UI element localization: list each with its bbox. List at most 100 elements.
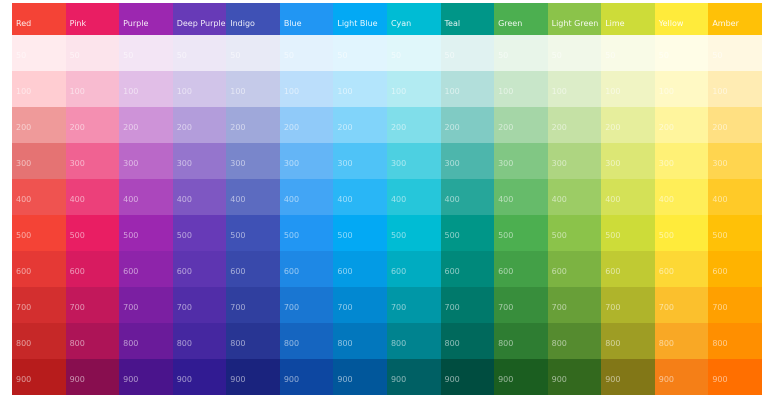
color-swatch-lime-700[interactable]: 700 — [601, 287, 655, 323]
color-swatch-red-50[interactable]: 50 — [12, 35, 66, 71]
color-swatch-cyan-600[interactable]: 600 — [386, 251, 441, 287]
color-swatch-light-blue-600[interactable]: 600 — [333, 251, 387, 287]
color-swatch-lime-900[interactable]: 900 — [601, 359, 655, 395]
color-swatch-deep-purple-300[interactable]: 300 — [172, 143, 227, 179]
palette-header-deep-purple[interactable]: Deep Purple — [172, 3, 227, 35]
color-swatch-cyan-900[interactable]: 900 — [386, 359, 441, 395]
color-swatch-lime-500[interactable]: 500 — [601, 215, 655, 251]
color-swatch-amber-900[interactable]: 900 — [708, 359, 762, 395]
color-swatch-pink-900[interactable]: 900 — [65, 359, 120, 395]
color-swatch-red-300[interactable]: 300 — [12, 143, 66, 179]
color-swatch-indigo-300[interactable]: 300 — [226, 143, 280, 179]
color-swatch-yellow-400[interactable]: 400 — [654, 179, 709, 215]
palette-header-lime[interactable]: Lime — [601, 3, 655, 35]
color-swatch-pink-400[interactable]: 400 — [65, 179, 120, 215]
color-swatch-lime-300[interactable]: 300 — [601, 143, 655, 179]
color-swatch-indigo-600[interactable]: 600 — [226, 251, 280, 287]
color-swatch-teal-400[interactable]: 400 — [440, 179, 495, 215]
color-swatch-yellow-300[interactable]: 300 — [654, 143, 709, 179]
color-swatch-cyan-50[interactable]: 50 — [386, 35, 441, 71]
color-swatch-yellow-700[interactable]: 700 — [654, 287, 709, 323]
color-swatch-light-blue-500[interactable]: 500 — [333, 215, 387, 251]
color-swatch-purple-700[interactable]: 700 — [119, 287, 173, 323]
color-swatch-red-600[interactable]: 600 — [12, 251, 66, 287]
color-swatch-amber-600[interactable]: 600 — [708, 251, 762, 287]
color-swatch-cyan-400[interactable]: 400 — [386, 179, 441, 215]
color-swatch-light-green-300[interactable]: 300 — [547, 143, 602, 179]
color-swatch-red-500[interactable]: 500 — [12, 215, 66, 251]
color-swatch-teal-500[interactable]: 500 — [440, 215, 495, 251]
color-swatch-lime-600[interactable]: 600 — [601, 251, 655, 287]
color-swatch-blue-500[interactable]: 500 — [279, 215, 334, 251]
color-swatch-green-600[interactable]: 600 — [494, 251, 548, 287]
color-swatch-lime-400[interactable]: 400 — [601, 179, 655, 215]
color-swatch-teal-800[interactable]: 800 — [440, 323, 495, 359]
color-swatch-lime-50[interactable]: 50 — [601, 35, 655, 71]
color-swatch-cyan-300[interactable]: 300 — [386, 143, 441, 179]
color-swatch-lime-100[interactable]: 100 — [601, 71, 655, 107]
palette-header-blue[interactable]: Blue — [279, 3, 334, 35]
color-swatch-blue-600[interactable]: 600 — [279, 251, 334, 287]
color-swatch-light-green-600[interactable]: 600 — [547, 251, 602, 287]
color-swatch-indigo-900[interactable]: 900 — [226, 359, 280, 395]
color-swatch-red-900[interactable]: 900 — [12, 359, 66, 395]
color-swatch-red-400[interactable]: 400 — [12, 179, 66, 215]
palette-header-cyan[interactable]: Cyan — [386, 3, 441, 35]
color-swatch-light-blue-900[interactable]: 900 — [333, 359, 387, 395]
color-swatch-yellow-600[interactable]: 600 — [654, 251, 709, 287]
color-swatch-deep-purple-600[interactable]: 600 — [172, 251, 227, 287]
color-swatch-green-400[interactable]: 400 — [494, 179, 548, 215]
color-swatch-green-700[interactable]: 700 — [494, 287, 548, 323]
color-swatch-teal-50[interactable]: 50 — [440, 35, 495, 71]
color-swatch-green-50[interactable]: 50 — [494, 35, 548, 71]
color-swatch-light-blue-100[interactable]: 100 — [333, 71, 387, 107]
color-swatch-red-200[interactable]: 200 — [12, 107, 66, 143]
color-swatch-amber-700[interactable]: 700 — [708, 287, 762, 323]
color-swatch-indigo-100[interactable]: 100 — [226, 71, 280, 107]
palette-header-pink[interactable]: Pink — [65, 3, 120, 35]
color-swatch-purple-50[interactable]: 50 — [119, 35, 173, 71]
color-swatch-red-700[interactable]: 700 — [12, 287, 66, 323]
color-swatch-indigo-800[interactable]: 800 — [226, 323, 280, 359]
palette-header-red[interactable]: Red — [12, 3, 66, 35]
palette-header-teal[interactable]: Teal — [440, 3, 495, 35]
color-swatch-amber-800[interactable]: 800 — [708, 323, 762, 359]
color-swatch-green-800[interactable]: 800 — [494, 323, 548, 359]
palette-header-amber[interactable]: Amber — [708, 3, 762, 35]
color-swatch-yellow-100[interactable]: 100 — [654, 71, 709, 107]
color-swatch-indigo-50[interactable]: 50 — [226, 35, 280, 71]
color-swatch-yellow-500[interactable]: 500 — [654, 215, 709, 251]
color-swatch-teal-700[interactable]: 700 — [440, 287, 495, 323]
color-swatch-light-green-700[interactable]: 700 — [547, 287, 602, 323]
color-swatch-blue-300[interactable]: 300 — [279, 143, 334, 179]
color-swatch-pink-300[interactable]: 300 — [65, 143, 120, 179]
color-swatch-light-blue-800[interactable]: 800 — [333, 323, 387, 359]
color-swatch-pink-50[interactable]: 50 — [65, 35, 120, 71]
color-swatch-blue-900[interactable]: 900 — [279, 359, 334, 395]
color-swatch-pink-800[interactable]: 800 — [65, 323, 120, 359]
color-swatch-amber-200[interactable]: 200 — [708, 107, 762, 143]
color-swatch-deep-purple-400[interactable]: 400 — [172, 179, 227, 215]
color-swatch-cyan-100[interactable]: 100 — [386, 71, 441, 107]
color-swatch-yellow-900[interactable]: 900 — [654, 359, 709, 395]
color-swatch-pink-700[interactable]: 700 — [65, 287, 120, 323]
color-swatch-light-blue-700[interactable]: 700 — [333, 287, 387, 323]
palette-header-green[interactable]: Green — [494, 3, 548, 35]
color-swatch-pink-600[interactable]: 600 — [65, 251, 120, 287]
color-swatch-teal-900[interactable]: 900 — [440, 359, 495, 395]
color-swatch-amber-300[interactable]: 300 — [708, 143, 762, 179]
color-swatch-amber-400[interactable]: 400 — [708, 179, 762, 215]
color-swatch-deep-purple-900[interactable]: 900 — [172, 359, 227, 395]
color-swatch-green-100[interactable]: 100 — [494, 71, 548, 107]
color-swatch-deep-purple-800[interactable]: 800 — [172, 323, 227, 359]
color-swatch-light-green-400[interactable]: 400 — [547, 179, 602, 215]
color-swatch-indigo-200[interactable]: 200 — [226, 107, 280, 143]
color-swatch-lime-800[interactable]: 800 — [601, 323, 655, 359]
color-swatch-indigo-400[interactable]: 400 — [226, 179, 280, 215]
color-swatch-blue-100[interactable]: 100 — [279, 71, 334, 107]
color-swatch-deep-purple-700[interactable]: 700 — [172, 287, 227, 323]
color-swatch-light-green-50[interactable]: 50 — [547, 35, 602, 71]
color-swatch-purple-100[interactable]: 100 — [119, 71, 173, 107]
palette-header-light-green[interactable]: Light Green — [547, 3, 602, 35]
color-swatch-blue-700[interactable]: 700 — [279, 287, 334, 323]
